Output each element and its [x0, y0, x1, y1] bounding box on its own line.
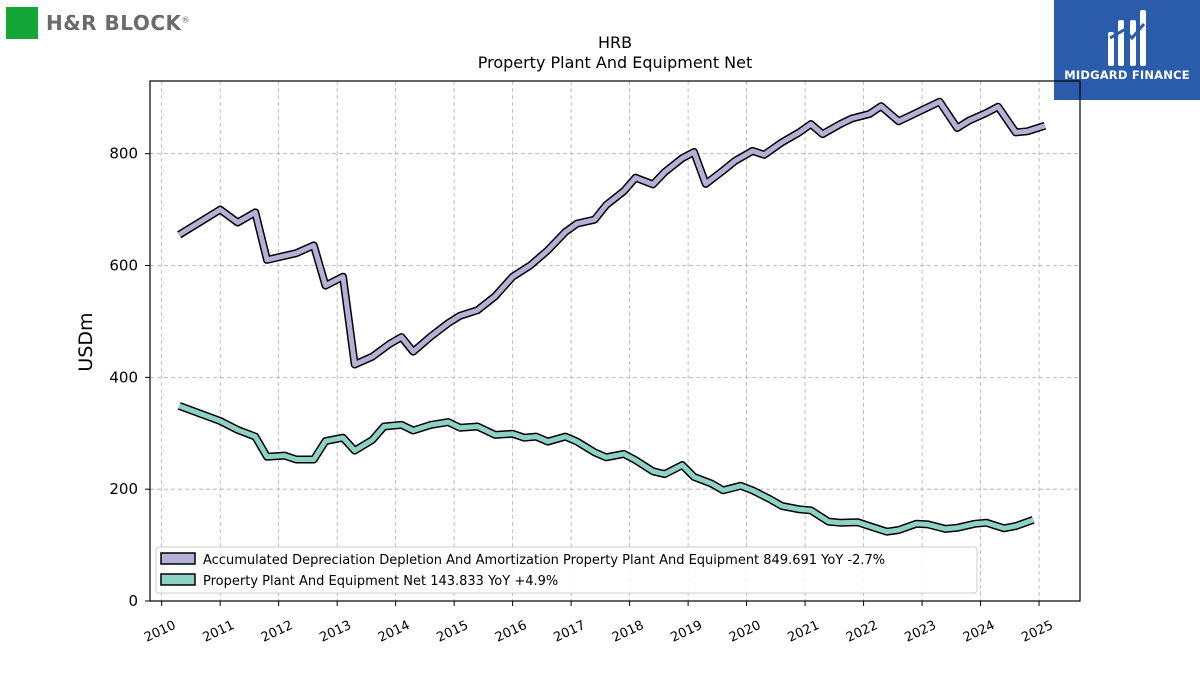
x-tick-label: 2011: [201, 618, 237, 646]
y-axis-label: USDm: [75, 312, 97, 371]
legend-box: [155, 546, 978, 594]
y-axis-ticks: 0 200 400 600 800: [109, 145, 150, 610]
x-tick-label: 2015: [435, 618, 471, 646]
midgard-finance-logo: MIDGARD FINANCE: [1054, 0, 1200, 100]
x-tick-label: 2013: [318, 618, 354, 646]
y-tick-label: 400: [109, 368, 138, 386]
x-tick-label: 2023: [902, 618, 938, 646]
x-tick-label: 2016: [493, 618, 529, 646]
series-line-ppe-net: [178, 403, 1035, 535]
x-axis-ticks: 2010 2011 2012 2013 2014 2015 2016 2017 2018 2019…: [142, 601, 1056, 646]
chart-subtitle: Property Plant And Equipment Net: [478, 53, 753, 72]
x-tick-label: 2021: [785, 618, 821, 646]
legend-label-accumulated-depreciation: Accumulated Depreciation Depletion And A…: [203, 553, 885, 568]
midgard-finance-wordmark: MIDGARD FINANCE: [1064, 68, 1190, 82]
legend: Accumulated Depreciation Depletion And A…: [155, 546, 978, 594]
series-line-accumulated-depreciation: [177, 99, 1046, 367]
grid: [150, 81, 1080, 602]
x-tick-label: 2020: [727, 618, 763, 646]
x-tick-label: 2024: [961, 618, 997, 646]
legend-swatch-accumulated-depreciation: [160, 552, 196, 565]
plot-frame: [149, 80, 1081, 602]
series-line-outline-ppe-net: [177, 402, 1035, 536]
x-tick-label: 2025: [1019, 618, 1055, 646]
hr-block-square-icon: [6, 7, 38, 39]
y-tick-label: 600: [109, 257, 138, 275]
x-tick-label: 2017: [551, 618, 587, 646]
x-tick-label: 2018: [610, 618, 646, 646]
series-line-outline-accumulated-depreciation: [177, 97, 1047, 369]
legend-swatch-ppe-net: [160, 573, 196, 586]
x-tick-label: 2012: [259, 618, 295, 646]
legend-label-ppe-net: Property Plant And Equipment Net 143.833…: [203, 574, 558, 589]
chart-title: HRB: [598, 33, 632, 52]
x-tick-label: 2022: [844, 618, 880, 646]
y-tick-label: 0: [128, 592, 138, 610]
hr-block-logo: H&R BLOCK®: [6, 6, 190, 40]
midgard-finance-mark-icon: [1108, 10, 1146, 66]
x-tick-label: 2014: [376, 618, 412, 646]
x-tick-label: 2019: [668, 618, 704, 646]
hr-block-wordmark: H&R BLOCK®: [46, 11, 190, 35]
y-tick-label: 800: [109, 145, 138, 163]
series-layer: [177, 97, 1047, 536]
x-tick-label: 2010: [142, 618, 178, 646]
y-tick-label: 200: [109, 480, 138, 498]
